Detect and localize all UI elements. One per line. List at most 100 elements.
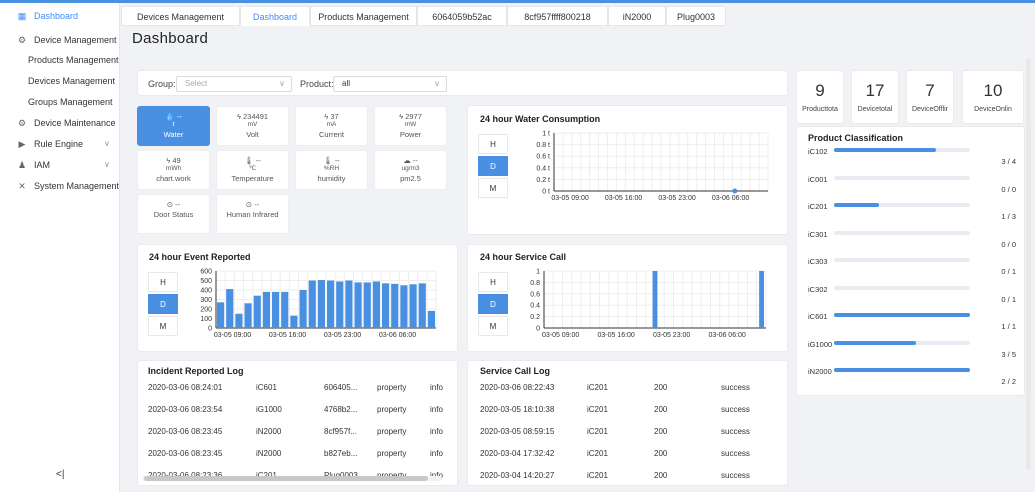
data-point [732, 188, 738, 194]
event-bar [235, 313, 243, 328]
table-cell: 2020-03-06 08:22:43 [480, 383, 555, 392]
water-range-m-button[interactable]: M [478, 178, 508, 198]
event-bar [345, 280, 353, 328]
sensor-reading: 234491 [243, 112, 269, 121]
event-bar [427, 310, 435, 328]
tab-6064059b52ac[interactable]: 6064059b52ac [417, 6, 507, 26]
sensor-tile-human-infrared[interactable]: ⊙ -- Human Infrared [216, 194, 289, 234]
sensor-reading: -- [334, 156, 340, 165]
event-range-m-button[interactable]: M [148, 316, 178, 336]
sensor-unit: %RH [323, 165, 340, 172]
sidebar-item-groups-management[interactable]: Groups Management [0, 93, 120, 111]
sensor-tile-humidity[interactable]: 🌡 -- %RH humidity [295, 150, 368, 190]
sensor-tile-temperature[interactable]: 🌡 -- ℃ Temperature [216, 150, 289, 190]
table-cell: info [430, 405, 443, 414]
product-name: iC201 [808, 202, 828, 211]
table-cell: 606405... [324, 383, 358, 392]
incident-log-scrollbar[interactable] [142, 476, 442, 481]
sidebar-item-products-management[interactable]: Products Management [0, 51, 120, 69]
y-tick-label: 0.4 t [536, 165, 550, 172]
product-name: iC601 [808, 312, 828, 321]
collapse-sidebar-button[interactable]: <| [56, 469, 65, 480]
tab-products-management[interactable]: Products Management [310, 6, 417, 26]
sensor-unit: t [172, 121, 175, 128]
sensor-reading: -- [176, 112, 182, 121]
water-range-h-button[interactable]: H [478, 134, 508, 154]
sensor-reading: 49 [172, 156, 181, 165]
product-value: all [342, 79, 351, 88]
table-cell: iC201 [587, 471, 608, 480]
tab-plug0003[interactable]: Plug0003 [666, 6, 726, 26]
tab-in2000[interactable]: iN2000 [608, 6, 666, 26]
sensor-tile-pm2-5[interactable]: ☁ -- ug/m3 pm2.5 [374, 150, 447, 190]
service-range-d-button[interactable]: D [478, 294, 508, 314]
service-chart: 1 0.8 0.6 0.4 0.2 003-05 09:00 03-05 16:00 03-0… [530, 269, 767, 339]
sidebar-item-system-management[interactable]: ✕ System Management [0, 177, 120, 195]
service-bar [759, 271, 764, 328]
sensor-tile-chart-work[interactable]: ϟ 49 mWh chart.work [137, 150, 210, 190]
sensor-name: Power [399, 130, 422, 139]
table-cell: property [377, 427, 407, 436]
table-cell: 2020-03-06 08:23:54 [148, 405, 223, 414]
table-cell: iN2000 [256, 449, 282, 458]
product-progress-bar [834, 203, 970, 207]
sensor-icon: ϟ [166, 156, 171, 165]
tab-8cf957ffff800218[interactable]: 8cf957ffff800218 [507, 6, 608, 26]
sensor-icon: ☁ [403, 156, 411, 165]
table-cell: iC201 [587, 449, 608, 458]
sensor-tile-current[interactable]: ϟ 37 mA Current [295, 106, 368, 146]
sensor-reading: -- [175, 200, 181, 209]
x-tick-label: 03-05 16:00 [605, 195, 642, 202]
event-range-d-button[interactable]: D [148, 294, 178, 314]
page-scrollbar[interactable] [1026, 58, 1031, 470]
sensor-tile-power[interactable]: ϟ 2977 mW Power [374, 106, 447, 146]
water-range-d-button[interactable]: D [478, 156, 508, 176]
product-select[interactable]: all ∨ [333, 76, 447, 92]
event-bar [418, 283, 426, 328]
tab-dashboard[interactable]: Dashboard [240, 6, 310, 26]
product-name: iC102 [808, 147, 828, 156]
group-select[interactable]: Select ∨ [176, 76, 292, 92]
sidebar-item-label: Rule Engine [34, 139, 84, 149]
sidebar-item-dashboard[interactable]: ▦ Dashboard [0, 7, 120, 25]
sensor-icon: 🌡 [323, 156, 333, 165]
table-cell: 4768b2... [324, 405, 358, 414]
sensor-tile-volt[interactable]: ϟ 234491 mV Volt [216, 106, 289, 146]
product-name: iG1000 [808, 339, 833, 349]
sensor-tile-water[interactable]: 💧 -- t Water [137, 106, 210, 146]
service-range-m-button[interactable]: M [478, 316, 508, 336]
event-bar [308, 280, 316, 328]
stat-label: Devicetotal [857, 106, 893, 113]
sensor-unit: ℃ [248, 165, 257, 172]
dashboard-icon: ▦ [17, 11, 27, 21]
x-tick-label: 03-06 06:00 [379, 332, 416, 339]
sensor-name: Human Infrared [226, 210, 279, 219]
sensor-reading: 37 [330, 112, 339, 121]
table-cell: iC201 [587, 427, 608, 436]
service-range-h-button[interactable]: H [478, 272, 508, 292]
tab-devices-management[interactable]: Devices Management [121, 6, 240, 26]
sensor-value: ϟ 37 [296, 112, 367, 121]
group-label: Group: [148, 79, 176, 89]
devices-icon: ⚙ [17, 35, 27, 45]
event-bar [253, 295, 261, 328]
sidebar-item-devices-management[interactable]: Devices Management [0, 72, 120, 90]
y-tick-label: 0.6 [530, 291, 540, 298]
sensor-tile-door-status[interactable]: ⊙ -- Door Status [137, 194, 210, 234]
sensor-icon: 🌡 [244, 156, 254, 165]
sidebar-item-rule-engine[interactable]: ▶ Rule Engine ∨ [0, 135, 120, 153]
table-cell: 200 [654, 471, 668, 480]
sensor-unit: mW [404, 121, 417, 128]
event-range-h-button[interactable]: H [148, 272, 178, 292]
sensor-name: Door Status [153, 210, 194, 219]
incident-log-title: Incident Reported Log [148, 366, 244, 376]
event-bar [327, 280, 335, 328]
product-progress-fill [834, 148, 936, 152]
sidebar-item-device-management[interactable]: ⚙ Device Management [0, 31, 120, 49]
y-tick-label: 0 [536, 326, 540, 333]
y-tick-label: 600 [200, 269, 212, 276]
sidebar-item-iam[interactable]: ♟ IAM ∨ [0, 156, 120, 174]
y-tick-label: 1 t [542, 131, 550, 138]
sidebar-item-device-maintenance[interactable]: ⚙ Device Maintenance [0, 114, 120, 132]
scrollbar-thumb[interactable] [144, 476, 428, 481]
